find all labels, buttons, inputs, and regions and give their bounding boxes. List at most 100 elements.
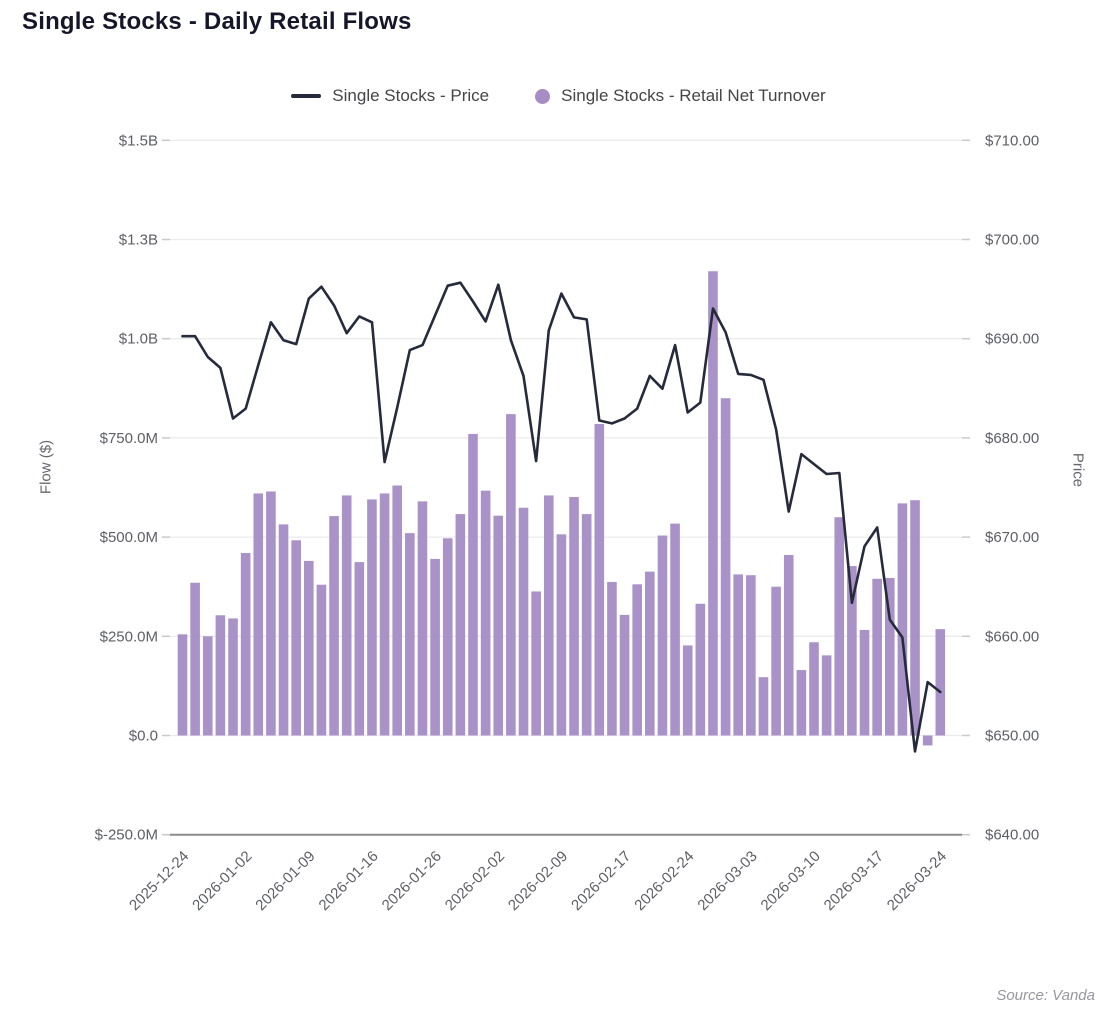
flow-bar	[720, 398, 731, 736]
flow-bar	[266, 491, 276, 736]
source-note: Source: Vanda	[996, 987, 1095, 1004]
flow-bar	[291, 540, 301, 736]
flow-bar	[594, 424, 605, 736]
flow-bar	[228, 618, 238, 736]
x-tick-label: 2026-02-17	[568, 848, 634, 914]
flow-bar	[531, 591, 541, 736]
chart-title: Single Stocks - Daily Retail Flows	[22, 8, 412, 35]
flow-bar	[859, 629, 870, 736]
y-left-tick-label: $1.5B	[119, 132, 158, 149]
turnover-dot-marker-icon	[535, 88, 551, 104]
flow-bar	[518, 507, 529, 736]
flow-bar	[771, 586, 781, 736]
flow-bar	[657, 535, 668, 736]
flow-bar	[581, 514, 592, 736]
flow-bar	[253, 493, 264, 736]
flow-bar	[405, 533, 415, 736]
flow-bar	[569, 497, 579, 736]
flow-bar	[354, 562, 365, 736]
flow-bar	[809, 642, 819, 736]
legend-item-turnover[interactable]: Single Stocks - Retail Net Turnover	[535, 86, 826, 106]
flow-bar	[872, 578, 882, 736]
flow-bar	[215, 615, 226, 736]
flow-bar	[468, 433, 478, 736]
flow-bar	[758, 677, 769, 736]
flow-bar	[682, 645, 693, 736]
flow-bar	[367, 499, 377, 736]
flow-bar	[834, 517, 845, 736]
flow-bar	[897, 503, 908, 736]
flow-bar	[442, 538, 453, 736]
flow-bar	[430, 558, 440, 736]
flow-bar	[746, 575, 756, 736]
legend: Single Stocks - Price Single Stocks - Re…	[0, 86, 1117, 106]
flow-bar	[506, 414, 516, 736]
flow-bar	[821, 655, 832, 736]
flow-bar	[202, 636, 213, 736]
price-line	[181, 281, 942, 753]
y-right-tick-label: $690.00	[985, 331, 1039, 348]
y-right-tick-label: $680.00	[985, 430, 1039, 447]
y-right-tick-label: $660.00	[985, 628, 1039, 645]
x-tick-label: 2026-01-26	[379, 848, 445, 914]
flow-bar	[708, 271, 718, 736]
y-right-tick-label: $650.00	[985, 728, 1039, 745]
legend-item-price[interactable]: Single Stocks - Price	[291, 86, 489, 106]
x-tick-label: 2026-03-17	[821, 848, 887, 914]
y-right-tick-label: $640.00	[985, 827, 1039, 844]
flow-bar	[607, 581, 617, 736]
flow-bar	[480, 490, 491, 736]
price-line-marker-icon	[291, 94, 322, 98]
flow-bar	[847, 566, 857, 736]
flow-bar	[329, 516, 339, 736]
x-tick-label: 2026-01-02	[189, 848, 255, 914]
flow-bar	[190, 582, 200, 736]
y-right-tick-label: $670.00	[985, 529, 1039, 546]
y-left-tick-label: $250.0M	[100, 628, 158, 645]
flow-bar	[316, 584, 327, 736]
x-tick-label: 2026-03-24	[884, 848, 950, 914]
flow-bar	[884, 577, 895, 736]
x-tick-label: 2026-01-09	[252, 848, 318, 914]
flow-bar	[670, 523, 680, 736]
flow-bar	[455, 514, 466, 736]
y-left-tick-label: $1.0B	[119, 331, 158, 348]
y-right-tick-label: $700.00	[985, 232, 1039, 249]
x-tick-label: 2026-03-10	[758, 848, 824, 914]
legend-label-turnover: Single Stocks - Retail Net Turnover	[561, 86, 826, 105]
flow-bar	[417, 501, 428, 736]
flow-bar	[783, 554, 794, 736]
y-left-tick-label: $500.0M	[100, 529, 158, 546]
flow-bar	[695, 603, 706, 736]
flow-bar	[304, 560, 314, 736]
y-left-tick-label: $0.0	[129, 728, 158, 745]
flow-bar	[392, 485, 403, 736]
flow-bar	[619, 614, 630, 736]
flow-bar	[796, 670, 807, 736]
x-tick-label: 2025-12-24	[126, 848, 192, 914]
flow-bar	[177, 634, 188, 736]
legend-label-price: Single Stocks - Price	[332, 86, 490, 105]
y-left-tick-label: $750.0M	[100, 430, 158, 447]
flow-bar	[341, 495, 352, 736]
y-left-tick-label: $-250.0M	[95, 827, 158, 844]
flow-bar	[379, 493, 390, 736]
flow-bar	[556, 534, 567, 736]
x-tick-label: 2026-02-24	[631, 848, 697, 914]
x-tick-label: 2026-02-09	[505, 848, 571, 914]
y-left-tick-label: $1.3B	[119, 232, 158, 249]
x-tick-label: 2026-02-02	[442, 848, 508, 914]
x-tick-label: 2026-01-16	[315, 848, 381, 914]
flow-bar	[922, 735, 933, 746]
x-tick-label: 2026-03-03	[694, 848, 760, 914]
flow-bar	[733, 574, 744, 736]
flow-bar	[278, 524, 289, 736]
flow-bar	[543, 495, 554, 736]
flow-bar	[493, 515, 504, 736]
flow-bar	[632, 584, 642, 736]
flow-bar	[240, 552, 251, 736]
flow-bar	[645, 571, 655, 736]
y-right-tick-label: $710.00	[985, 132, 1039, 149]
